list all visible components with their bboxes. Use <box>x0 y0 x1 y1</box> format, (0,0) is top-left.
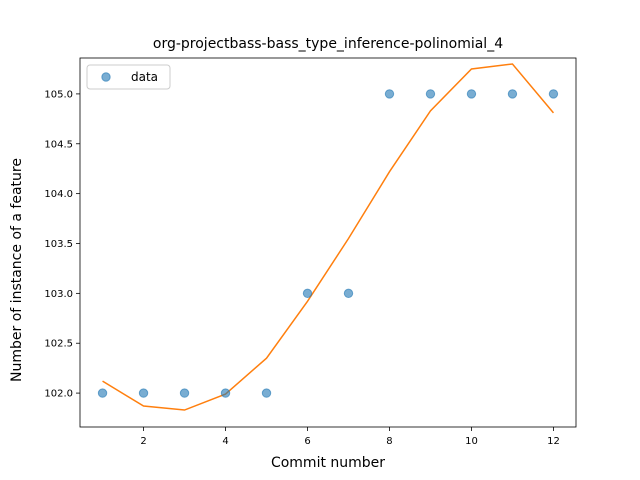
legend-frame <box>86 64 171 90</box>
legend: data <box>86 64 171 90</box>
data-point <box>138 388 149 398</box>
x-tick-label: 2 <box>140 436 146 447</box>
y-axis-label: Number of instance of a feature <box>9 158 25 382</box>
fit-line <box>102 63 555 411</box>
x-tick-label: 10 <box>465 436 478 447</box>
y-tick-label: 105.0 <box>44 89 73 100</box>
data-point <box>466 89 477 99</box>
y-tick-label: 103.5 <box>44 239 73 250</box>
data-point <box>97 388 108 398</box>
y-axis: 102.0 102.5 103.0 103.5 104.0 104.5 105.0 <box>44 89 80 400</box>
data-point <box>179 388 190 398</box>
data-point <box>425 89 436 99</box>
chart-title: org-projectbass-bass_type_inference-poli… <box>153 36 503 52</box>
x-axis-label: Commit number <box>271 455 385 471</box>
y-tick-label: 102.0 <box>44 389 73 400</box>
data-point <box>548 89 559 99</box>
data-point <box>302 288 313 299</box>
y-tick-label: 102.5 <box>44 339 73 350</box>
x-tick-label: 4 <box>222 436 228 447</box>
data-point <box>220 388 231 398</box>
y-tick-label: 104.5 <box>44 139 73 150</box>
y-tick-label: 104.0 <box>44 189 73 200</box>
y-tick-label: 103.0 <box>44 289 73 300</box>
x-tick-label: 8 <box>386 436 392 447</box>
data-point <box>384 89 395 99</box>
x-tick-label: 12 <box>547 436 560 447</box>
data-point <box>261 388 272 398</box>
data-point <box>343 288 354 299</box>
axes-frame <box>79 57 577 428</box>
data-point <box>507 89 518 99</box>
plot-area <box>79 57 577 428</box>
legend-label: data <box>131 70 158 84</box>
x-axis: 2 4 6 8 10 12 <box>140 427 560 447</box>
x-tick-label: 6 <box>304 436 310 447</box>
legend-marker <box>101 72 111 82</box>
